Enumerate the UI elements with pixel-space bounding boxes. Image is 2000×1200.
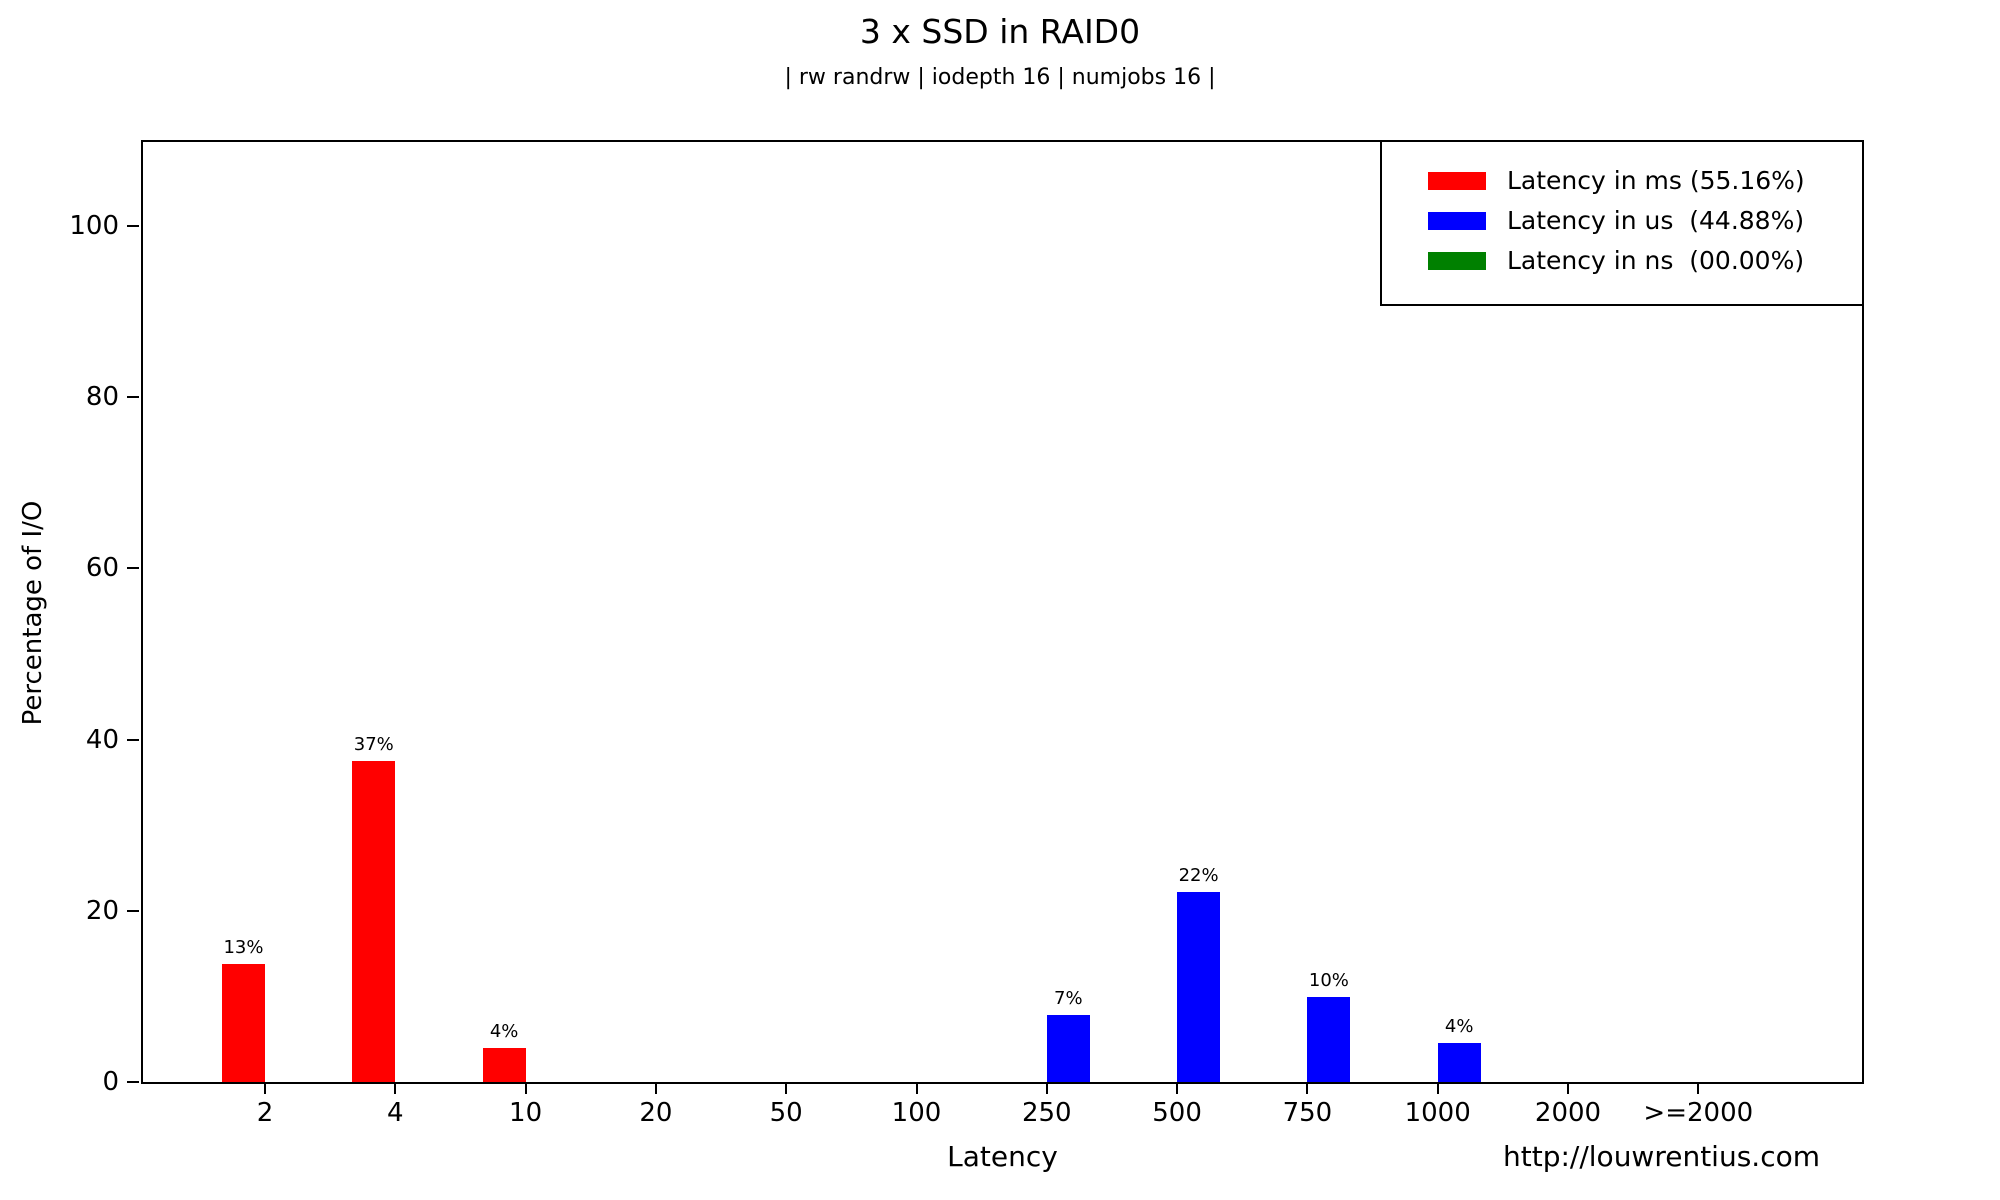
x-tick-label: 500 — [1152, 1098, 1202, 1128]
x-axis-tick — [1436, 1082, 1439, 1094]
legend-label: Latency in us (44.88%) — [1507, 206, 1805, 235]
legend-row: Latency in us (44.88%) — [1382, 201, 1862, 241]
x-tick-label: >=2000 — [1643, 1098, 1754, 1128]
chart-subtitle: | rw randrw | iodepth 16 | numjobs 16 | — [784, 65, 1216, 90]
y-tick-label: 20 — [85, 895, 119, 926]
bar-us-500 — [1177, 892, 1221, 1082]
bar-value-label: 4% — [1444, 1016, 1474, 1037]
x-tick-label: 10 — [509, 1098, 543, 1128]
y-axis-tick — [127, 225, 139, 227]
bar-ms-2 — [222, 964, 265, 1082]
x-tick-label: 1000 — [1404, 1098, 1471, 1128]
x-tick-label: 20 — [639, 1098, 673, 1128]
x-axis-tick — [654, 1082, 657, 1094]
y-tick-label: 40 — [85, 724, 119, 755]
y-tick-label: 80 — [85, 382, 119, 413]
x-tick-label: 750 — [1282, 1098, 1333, 1128]
legend-swatch — [1428, 212, 1486, 230]
x-tick-label: 2000 — [1534, 1098, 1602, 1128]
y-tick-label: 0 — [102, 1067, 119, 1097]
bar-us-250 — [1046, 1015, 1090, 1082]
bar-value-label: 22% — [1178, 865, 1219, 886]
x-tick-label: 2 — [256, 1098, 274, 1128]
x-axis-tick — [1176, 1082, 1179, 1094]
y-axis-tick — [127, 1081, 139, 1083]
bar-value-label: 13% — [223, 937, 264, 958]
chart-title: 3 x SSD in RAID0 — [859, 12, 1141, 51]
y-axis-tick — [127, 396, 139, 399]
bar-us-1000 — [1437, 1043, 1481, 1082]
bar-value-label: 4% — [489, 1021, 519, 1042]
watermark-url: http://louwrentius.com — [1503, 1140, 1820, 1173]
x-tick-label: 4 — [387, 1098, 404, 1128]
x-axis-tick — [1697, 1082, 1700, 1094]
y-axis-tick — [127, 738, 139, 741]
y-axis-tick — [127, 567, 139, 570]
y-tick-label: 60 — [85, 553, 119, 584]
y-tick-label: 100 — [69, 211, 119, 241]
legend-label: Latency in ns (00.00%) — [1507, 246, 1805, 275]
bar-us-750 — [1307, 997, 1351, 1082]
bar-value-label: 10% — [1308, 970, 1349, 991]
y-axis-tick — [127, 909, 139, 912]
bar-value-label: 7% — [1054, 988, 1083, 1009]
bar-ms-10 — [482, 1048, 526, 1082]
legend-row: Latency in ms (55.16%) — [1382, 161, 1862, 201]
x-axis-tick — [915, 1082, 918, 1094]
legend-swatch — [1428, 172, 1486, 190]
x-axis-tick — [1306, 1082, 1309, 1094]
bar-ms-4 — [352, 761, 396, 1082]
x-axis-tick — [1045, 1082, 1048, 1094]
legend: Latency in ms (55.16%) Latency in us (44.… — [1380, 140, 1864, 306]
x-axis-tick — [1567, 1082, 1569, 1094]
y-axis-label: Percentage of I/O — [18, 500, 48, 726]
bar-value-label: 37% — [353, 734, 394, 755]
legend-row: Latency in ns (00.00%) — [1382, 241, 1862, 281]
legend-swatch — [1428, 252, 1486, 270]
legend-label: Latency in ms (55.16%) — [1507, 166, 1805, 195]
x-axis-label: Latency — [947, 1140, 1058, 1173]
x-tick-label: 50 — [769, 1098, 803, 1128]
x-axis-tick — [524, 1082, 527, 1094]
x-tick-label: 250 — [1021, 1098, 1072, 1128]
x-axis-tick — [785, 1082, 788, 1094]
x-axis-tick — [264, 1082, 266, 1094]
x-tick-label: 100 — [891, 1098, 942, 1128]
x-axis-tick — [394, 1082, 397, 1094]
